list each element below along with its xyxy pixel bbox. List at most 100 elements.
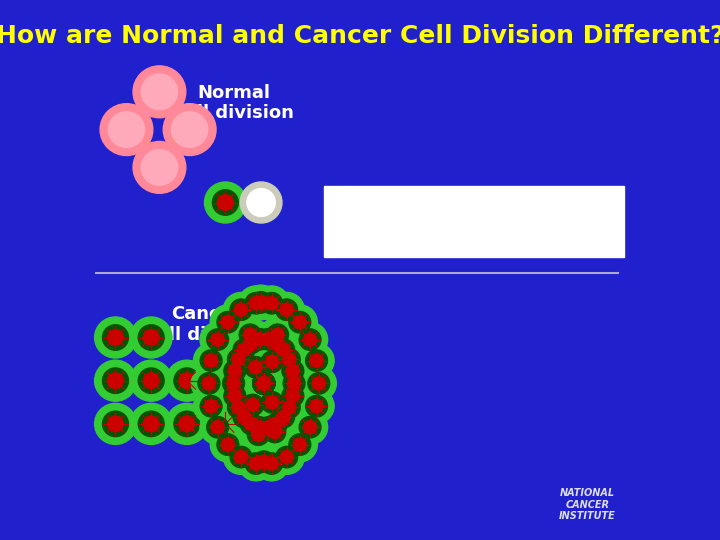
- Circle shape: [200, 410, 235, 444]
- Circle shape: [130, 403, 172, 444]
- Circle shape: [261, 421, 275, 434]
- Circle shape: [257, 377, 271, 390]
- Circle shape: [238, 286, 274, 321]
- Circle shape: [253, 373, 275, 394]
- Circle shape: [249, 296, 263, 310]
- Circle shape: [174, 368, 200, 394]
- Circle shape: [257, 377, 271, 390]
- Circle shape: [143, 330, 159, 345]
- Circle shape: [268, 426, 282, 438]
- Circle shape: [223, 293, 258, 327]
- Circle shape: [265, 457, 279, 470]
- Circle shape: [240, 413, 262, 435]
- Circle shape: [282, 360, 304, 382]
- Circle shape: [257, 377, 271, 390]
- Circle shape: [194, 389, 229, 423]
- Circle shape: [194, 343, 229, 378]
- Circle shape: [166, 360, 208, 401]
- Circle shape: [207, 416, 228, 438]
- Circle shape: [217, 379, 253, 413]
- Circle shape: [238, 446, 274, 481]
- Circle shape: [253, 373, 275, 394]
- Circle shape: [257, 377, 271, 390]
- Circle shape: [102, 411, 128, 437]
- Circle shape: [223, 440, 258, 474]
- Circle shape: [253, 373, 275, 394]
- Circle shape: [130, 360, 172, 401]
- Circle shape: [235, 388, 271, 422]
- Circle shape: [228, 397, 249, 418]
- Circle shape: [102, 325, 128, 350]
- Circle shape: [217, 312, 239, 333]
- Circle shape: [94, 317, 136, 358]
- Circle shape: [243, 285, 279, 320]
- Circle shape: [249, 457, 263, 470]
- Circle shape: [217, 416, 233, 431]
- Circle shape: [246, 399, 259, 411]
- Circle shape: [238, 350, 273, 384]
- Circle shape: [273, 407, 294, 428]
- Circle shape: [198, 373, 220, 394]
- Circle shape: [275, 379, 310, 413]
- Circle shape: [246, 366, 282, 401]
- Circle shape: [246, 366, 282, 401]
- Circle shape: [254, 385, 289, 420]
- Circle shape: [107, 416, 123, 431]
- Circle shape: [248, 328, 271, 350]
- Circle shape: [207, 329, 228, 350]
- Circle shape: [277, 343, 290, 356]
- Circle shape: [260, 318, 295, 352]
- Circle shape: [275, 354, 310, 388]
- Circle shape: [280, 303, 293, 316]
- Circle shape: [246, 366, 282, 401]
- Circle shape: [270, 417, 283, 430]
- Circle shape: [257, 377, 271, 390]
- Circle shape: [289, 434, 311, 455]
- Circle shape: [227, 377, 240, 390]
- Circle shape: [163, 104, 216, 156]
- Circle shape: [245, 453, 267, 474]
- Circle shape: [227, 333, 261, 367]
- Circle shape: [246, 366, 282, 401]
- Circle shape: [253, 373, 275, 394]
- Circle shape: [280, 450, 293, 464]
- Circle shape: [257, 328, 279, 350]
- Circle shape: [254, 296, 268, 309]
- Circle shape: [257, 377, 271, 390]
- Circle shape: [174, 411, 200, 437]
- Circle shape: [240, 182, 282, 223]
- Text: Cancer
cell division: Cancer cell division: [146, 305, 266, 344]
- Circle shape: [253, 373, 275, 394]
- Circle shape: [306, 395, 328, 417]
- Circle shape: [250, 292, 272, 313]
- Circle shape: [245, 356, 266, 378]
- Circle shape: [286, 389, 300, 402]
- Circle shape: [251, 410, 286, 445]
- Circle shape: [233, 407, 255, 428]
- Circle shape: [261, 392, 283, 413]
- Circle shape: [253, 373, 275, 394]
- Circle shape: [258, 407, 294, 441]
- Circle shape: [303, 333, 317, 346]
- Circle shape: [221, 438, 235, 451]
- Circle shape: [310, 354, 323, 367]
- Circle shape: [253, 451, 275, 472]
- Circle shape: [246, 366, 282, 401]
- Circle shape: [282, 353, 296, 366]
- Circle shape: [245, 336, 258, 349]
- Circle shape: [257, 377, 271, 390]
- Circle shape: [253, 373, 275, 394]
- Circle shape: [257, 377, 271, 390]
- Circle shape: [246, 366, 282, 401]
- Circle shape: [246, 366, 282, 401]
- Circle shape: [300, 329, 321, 350]
- Circle shape: [212, 411, 238, 437]
- Circle shape: [308, 373, 330, 394]
- Circle shape: [232, 401, 245, 414]
- Circle shape: [230, 447, 252, 468]
- Circle shape: [202, 377, 215, 390]
- Circle shape: [224, 360, 246, 382]
- Circle shape: [312, 377, 325, 390]
- Circle shape: [257, 377, 271, 390]
- Circle shape: [301, 366, 336, 401]
